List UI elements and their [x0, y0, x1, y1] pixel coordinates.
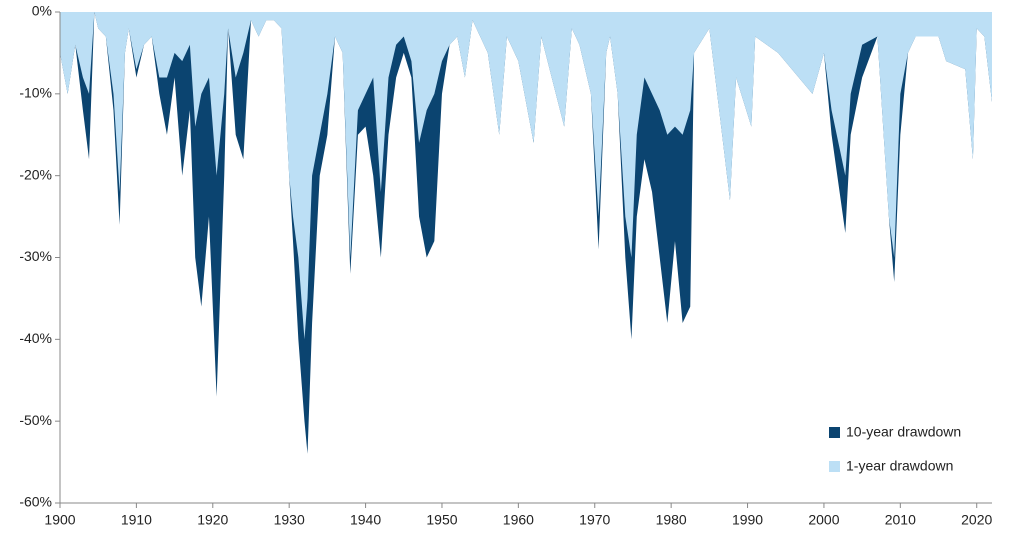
x-tick-label: 1910 [121, 512, 152, 528]
x-tick-label: 1940 [350, 512, 381, 528]
y-tick-label: -50% [19, 412, 52, 428]
legend-swatch [829, 461, 840, 472]
y-tick-label: -10% [19, 85, 52, 101]
x-tick-label: 1900 [44, 512, 75, 528]
x-tick-label: 2020 [961, 512, 992, 528]
y-tick-label: -20% [19, 166, 52, 182]
x-tick-label: 1970 [579, 512, 610, 528]
x-tick-label: 1920 [197, 512, 228, 528]
area [60, 12, 992, 340]
legend-swatch [829, 427, 840, 438]
x-tick-label: 1980 [656, 512, 687, 528]
x-tick-label: 1930 [274, 512, 305, 528]
x-tick-label: 2000 [808, 512, 839, 528]
legend-label: 1-year drawdown [846, 458, 953, 474]
x-tick-label: 1960 [503, 512, 534, 528]
x-tick-label: 1950 [426, 512, 457, 528]
x-tick-label: 1990 [732, 512, 763, 528]
y-tick-label: -40% [19, 330, 52, 346]
legend-label: 10-year drawdown [846, 424, 961, 440]
y-tick-label: -60% [19, 494, 52, 510]
y-tick-label: -30% [19, 248, 52, 264]
x-tick-label: 2010 [885, 512, 916, 528]
y-tick-label: 0% [32, 3, 52, 19]
